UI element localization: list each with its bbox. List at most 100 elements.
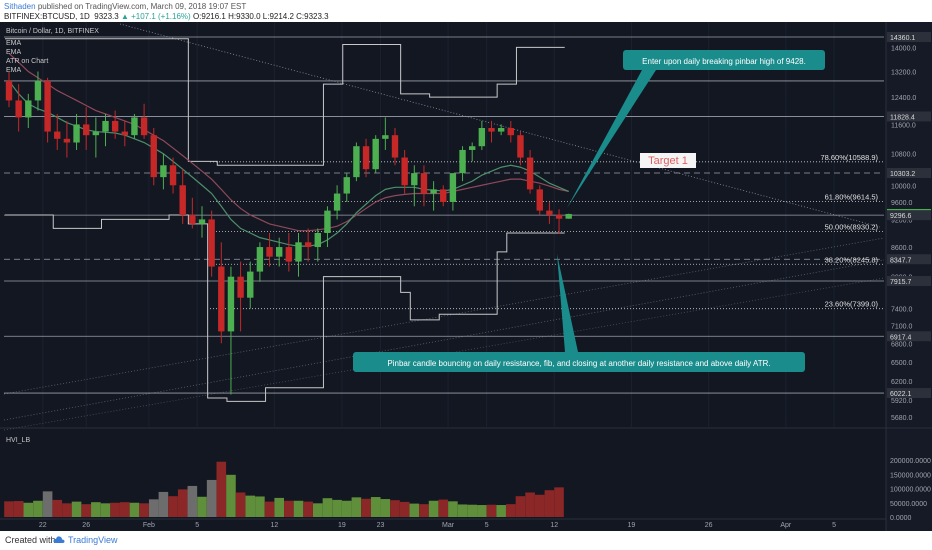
- volume-bar: [33, 500, 43, 517]
- top-callout-text: Enter upon daily breaking pinbar high of…: [642, 57, 806, 66]
- price-tick-label: 12400.0: [891, 95, 916, 102]
- fib-level-label: 23.60%(7399.0): [825, 300, 879, 309]
- atr-lower-line: [5, 214, 565, 402]
- candle-body: [565, 213, 572, 219]
- volume-bar: [23, 502, 34, 517]
- price-label: 6022.1: [890, 391, 912, 398]
- x-tick-label: 5: [485, 522, 489, 529]
- fib-level-label: 61.80%(9614.5): [825, 192, 879, 201]
- volume-bar: [197, 496, 207, 517]
- volume-bar: [544, 490, 555, 517]
- candle-body: [295, 242, 302, 262]
- price-tick-label: 6500.0: [891, 360, 913, 367]
- candle-body: [276, 247, 283, 257]
- price-chart[interactable]: 14000.0 13200.0 12400.0 11600.0 10800.0 10000…: [0, 22, 932, 531]
- volume-bar: [438, 499, 449, 517]
- chart-background: [0, 22, 932, 531]
- price-label: 8347.7: [890, 257, 912, 264]
- chart-header: Sithaden published on TradingView.com, M…: [0, 0, 932, 22]
- top-callout-box[interactable]: [623, 50, 825, 70]
- price-tick-label: 8600.0: [891, 245, 913, 252]
- price-change: ▲ +107.1 (+1.16%): [120, 12, 191, 21]
- candle-body: [247, 271, 254, 298]
- volume-bar: [110, 502, 120, 517]
- x-tick-label: 26: [705, 522, 713, 529]
- candle-body: [362, 146, 370, 170]
- candle-body: [256, 247, 264, 272]
- volume-bar: [448, 501, 458, 517]
- candle-body: [382, 135, 389, 139]
- fib-level-label: 50.00%(8930.2): [825, 223, 879, 232]
- candle-body: [73, 124, 80, 143]
- trendline-support-3: [3, 277, 885, 431]
- fib-level-label: 38.20%(8245.8): [825, 255, 879, 264]
- x-tick-label: Mar: [442, 522, 455, 529]
- candle-body: [314, 233, 321, 248]
- volume-indicator-label: HVI_LB: [6, 437, 30, 444]
- candle-body: [34, 80, 42, 101]
- candle-body: [411, 173, 418, 186]
- volume-bar: [139, 503, 149, 517]
- volume-bar: [380, 499, 391, 517]
- candle-body: [25, 100, 32, 118]
- atr-upper-line: [5, 38, 565, 166]
- price-tick-label: 6800.0: [891, 341, 913, 348]
- volume-bar: [361, 498, 371, 517]
- candle-body: [44, 80, 51, 132]
- candle-body: [488, 127, 495, 132]
- candle-body: [169, 165, 177, 186]
- candle-body: [208, 219, 215, 267]
- volume-bar: [62, 503, 72, 517]
- volume-bar: [4, 501, 14, 517]
- price-label: 6917.4: [890, 334, 912, 341]
- price-tick-label: 13200.0: [891, 70, 916, 77]
- volume-bar: [554, 487, 564, 517]
- price-label-box: [887, 168, 931, 179]
- bottom-callout-box[interactable]: [353, 352, 805, 372]
- x-tick-label: Feb: [143, 522, 155, 529]
- candle-body: [440, 189, 447, 202]
- volume-bar: [71, 501, 82, 517]
- price-tick-label: 7100.0: [891, 324, 913, 331]
- candle-body: [353, 146, 360, 178]
- candle-body: [430, 189, 437, 194]
- candle-body: [324, 210, 331, 234]
- volume-bar: [158, 491, 169, 517]
- price-label: 14360.1: [890, 35, 915, 42]
- fib-level-label: 78.60%(10588.9): [820, 153, 878, 162]
- publish-text: published on TradingView.com, March 09, …: [37, 2, 247, 11]
- candle-body: [420, 173, 428, 194]
- price-tick-label: 5920.0: [891, 398, 913, 405]
- price-label-box: [887, 388, 931, 399]
- author-link[interactable]: Sithaden: [4, 2, 36, 11]
- candle-body: [401, 157, 408, 186]
- volume-bar: [177, 489, 188, 517]
- price-label-box: [887, 210, 931, 221]
- x-tick-label: 26: [82, 522, 90, 529]
- candle-body: [517, 135, 524, 158]
- ema-slow-line: [8, 52, 569, 232]
- price-label: 11828.4: [890, 114, 915, 121]
- volume-bar: [81, 504, 91, 517]
- candle-body: [54, 131, 61, 139]
- candle-body: [555, 214, 563, 219]
- candle-body: [198, 219, 206, 224]
- volume-bar: [245, 495, 256, 517]
- candle-body: [343, 177, 350, 194]
- volume-tick-label: 100000.0000: [890, 487, 931, 494]
- volume-bar: [293, 500, 304, 517]
- candle-body: [497, 127, 505, 132]
- legend-item: ATR on Chart: [6, 58, 48, 65]
- target-label-box: [640, 153, 696, 168]
- candle-body: [102, 120, 109, 132]
- x-tick-label: 5: [195, 522, 199, 529]
- volume-bar: [477, 505, 487, 517]
- symbol-text: BITFINEX:BTCUSD, 1D: [4, 12, 90, 21]
- volume-bar: [120, 502, 130, 517]
- volume-bar: [313, 503, 323, 517]
- volume-bar: [515, 496, 526, 517]
- tradingview-brand[interactable]: TradingView: [68, 535, 118, 545]
- candle-body: [131, 117, 138, 136]
- candle-body: [83, 124, 90, 136]
- price-tick-label: 9600.0: [891, 200, 913, 207]
